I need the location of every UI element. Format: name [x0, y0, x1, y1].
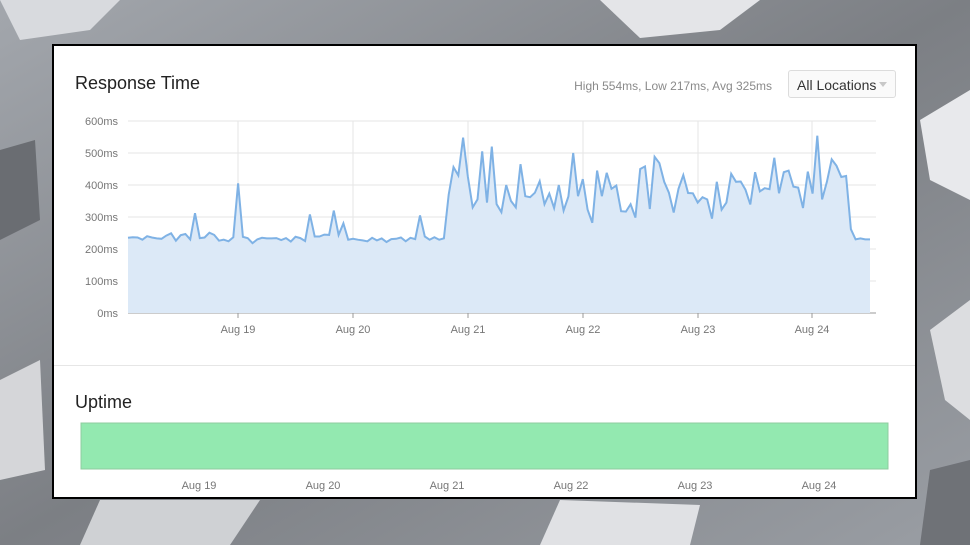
y-tick-label: 300ms	[85, 212, 119, 224]
x-tick-label: Aug 20	[336, 324, 371, 336]
location-dropdown-label: All Locations	[797, 77, 877, 93]
response-time-stats: High 554ms, Low 217ms, Avg 325ms	[574, 79, 772, 93]
chevron-down-icon	[879, 82, 887, 87]
uptime-x-tick-label: Aug 22	[554, 480, 589, 492]
uptime-x-tick-label: Aug 20	[306, 480, 341, 492]
y-tick-label: 600ms	[85, 116, 119, 128]
y-tick-label: 200ms	[85, 244, 119, 256]
x-tick-label: Aug 19	[221, 324, 256, 336]
y-tick-label: 500ms	[85, 148, 119, 160]
monitoring-panel: Response Time High 554ms, Low 217ms, Avg…	[52, 44, 917, 499]
response-time-chart: 600ms 500ms 400ms 300ms 200ms 100ms 0ms Aug 19…	[85, 116, 876, 336]
y-tick-label: 100ms	[85, 276, 119, 288]
uptime-chart: Aug 19 Aug 20 Aug 21 Aug 22 Aug 23 Aug 24	[80, 422, 889, 492]
location-dropdown[interactable]: All Locations	[788, 70, 896, 98]
response-time-title: Response Time	[75, 73, 201, 93]
section-divider	[54, 365, 915, 366]
x-tick-label: Aug 22	[566, 324, 601, 336]
response-time-area	[128, 135, 870, 313]
response-time-line	[127, 135, 870, 245]
x-tick-label: Aug 21	[451, 324, 486, 336]
uptime-x-tick-label: Aug 21	[430, 480, 465, 492]
uptime-status-bar	[80, 422, 889, 470]
x-tick-label: Aug 24	[795, 324, 830, 336]
y-tick-label: 0ms	[97, 308, 118, 320]
y-tick-label: 400ms	[85, 180, 119, 192]
uptime-title: Uptime	[75, 392, 133, 412]
uptime-x-tick-label: Aug 24	[802, 480, 837, 492]
uptime-x-tick-label: Aug 23	[678, 480, 713, 492]
uptime-x-tick-label: Aug 19	[182, 480, 217, 492]
x-tick-label: Aug 23	[681, 324, 716, 336]
